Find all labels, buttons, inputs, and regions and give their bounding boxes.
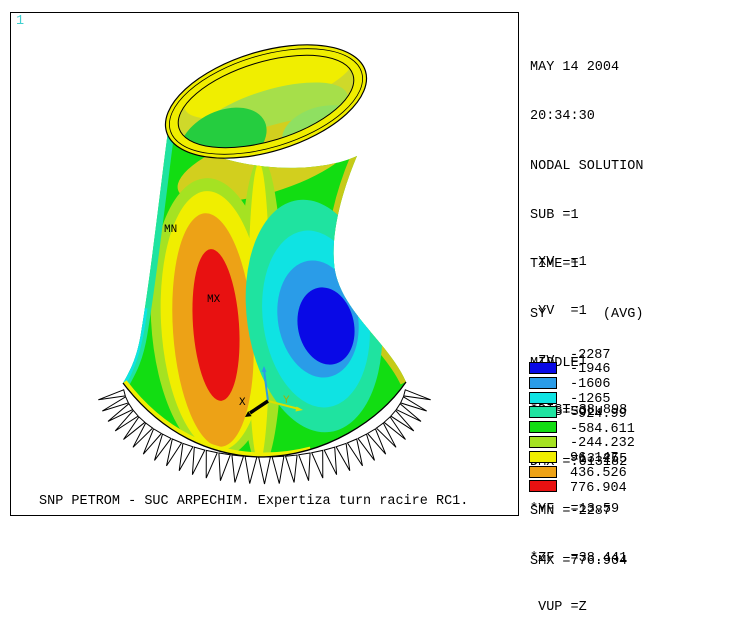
support-spike (142, 428, 163, 455)
info-line: NODAL SOLUTION (530, 158, 644, 174)
legend-value: 776.904 (570, 480, 627, 496)
support-spike (310, 449, 324, 479)
legend-value: 436.526 (570, 466, 627, 481)
contour-red-max-region (192, 249, 240, 401)
legend-value: -1606 (570, 377, 611, 393)
contour-legend: -2287 -1946 -1606 -1265 -924.99 -584.611 -244.… (529, 347, 669, 501)
plot-caption: SNP PETROM - SUC ARPECHIM. Expertiza tur… (39, 494, 469, 509)
support-spike (357, 433, 375, 461)
support-spike (244, 455, 258, 484)
info-line: SUB =1 (530, 207, 579, 223)
support-spike (102, 396, 130, 412)
x-axis-arrowhead (245, 411, 252, 417)
legend-swatch (529, 421, 557, 434)
info-line: TIME=1 (530, 257, 579, 273)
info-line: SMN =-2287 (530, 504, 612, 520)
legend-swatch (529, 376, 557, 389)
support-spike (114, 409, 139, 432)
support-spike (98, 389, 126, 401)
tower-body (123, 131, 406, 457)
support-spike (107, 402, 134, 422)
plot-frame: MN MX X Y 1 SNP PETROM - SUC ARPECHIM. E… (10, 12, 519, 516)
y-axis-arrow (267, 400, 300, 410)
rim-mid-ellipse (169, 48, 363, 155)
support-spike (298, 452, 311, 481)
support-spike (346, 438, 363, 467)
legend-value: -2287 (570, 347, 611, 363)
cooling-tower-contour-plot: MN MX X Y (98, 43, 431, 485)
legend-value: -1946 (570, 362, 611, 378)
rim-inner-ellipse (177, 54, 355, 149)
support-spike (375, 422, 397, 448)
support-spike (257, 456, 272, 485)
legend-value: 96.147 (570, 451, 619, 467)
support-spike (205, 449, 219, 479)
legend-swatch (529, 450, 557, 463)
support-spike (284, 454, 298, 483)
base-support-spikes (98, 389, 431, 485)
legend-swatch (529, 465, 557, 478)
support-spike (323, 446, 338, 475)
support-spike (178, 442, 194, 471)
z-axis-arrow (263, 369, 269, 402)
legend-value: -924.99 (570, 406, 627, 422)
base-rim-edge (122, 381, 407, 458)
legend-swatch (529, 436, 557, 448)
support-spike (403, 389, 431, 401)
info-line: VUP =Z (530, 600, 587, 616)
support-spike (191, 446, 206, 475)
support-spike (366, 428, 387, 455)
info-line: 20:34:30 (530, 109, 595, 125)
legend-swatch (529, 362, 557, 374)
support-spike (390, 409, 415, 432)
x-axis-label: X (239, 397, 246, 409)
legend-swatch (529, 406, 557, 419)
support-spike (166, 438, 183, 467)
support-spike (154, 433, 172, 461)
legend-value: -584.611 (570, 421, 635, 437)
min-marker-label: MN (164, 224, 177, 236)
info-line: *ZF =38.441 (530, 551, 628, 567)
support-spike (271, 455, 285, 484)
support-spike (218, 452, 231, 481)
info-line: YV =1 (530, 304, 587, 320)
info-line: SY (AVG) (530, 306, 644, 322)
axis-triad: X Y (239, 366, 303, 417)
support-spike (335, 442, 351, 471)
legend-swatch (529, 391, 557, 404)
legend-value: -1265 (570, 392, 611, 407)
y-axis-label: Y (283, 395, 290, 407)
contour-blue-min-region (297, 287, 355, 365)
info-line: *YF =13.59 (530, 501, 620, 517)
info-line: XV =1 (530, 254, 587, 270)
legend-value: -244.232 (570, 436, 635, 452)
window-number: 1 (16, 14, 25, 29)
support-spike (123, 416, 146, 440)
info-line: MAY 14 2004 (530, 59, 620, 75)
support-spike (395, 402, 422, 422)
legend-swatch (529, 480, 557, 493)
x-axis-arrow (249, 399, 269, 415)
y-axis-arrowhead (295, 406, 303, 412)
support-spike (399, 396, 427, 412)
max-marker-label: MX (207, 294, 221, 306)
support-spike (132, 422, 154, 448)
support-spike (231, 454, 245, 483)
support-spike (383, 416, 406, 440)
ansys-graphics-window: { "window": { "plot_number": "1", "capti… (10, 12, 669, 616)
z-axis-arrowhead (261, 366, 267, 372)
